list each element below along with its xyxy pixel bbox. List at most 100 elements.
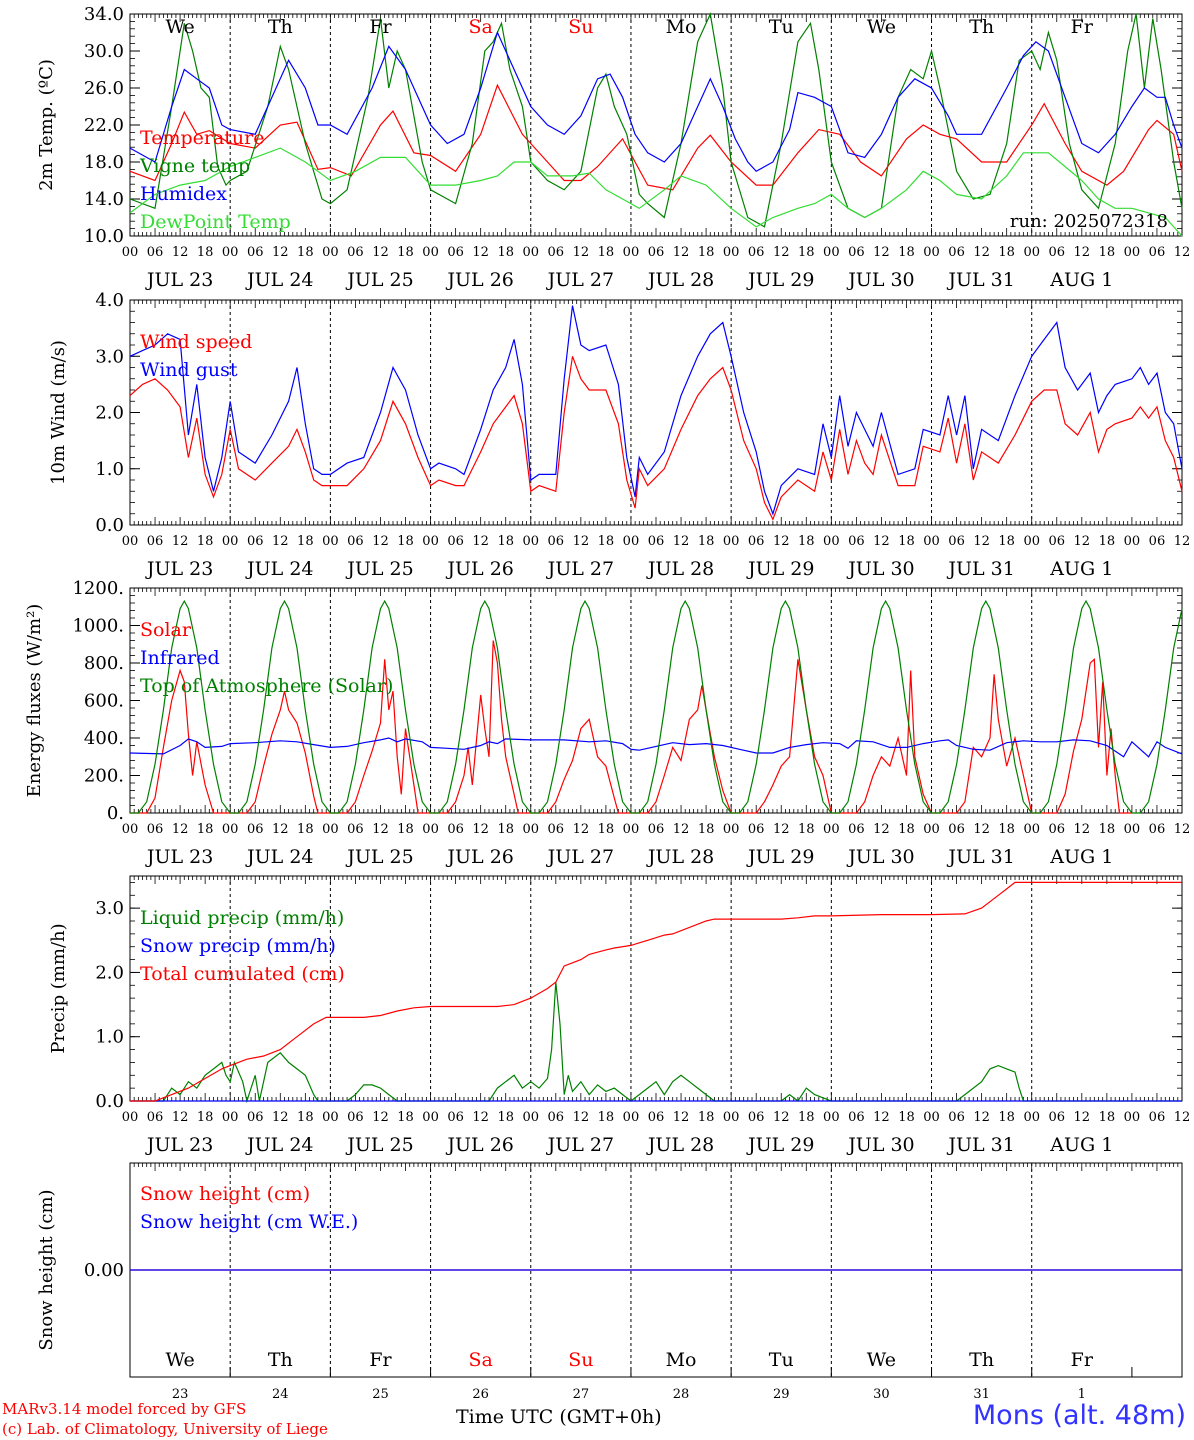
weekday-label: Th <box>969 16 994 38</box>
y-axis-label: Energy fluxes (W/m²) <box>24 604 45 798</box>
hour-tick-label: 18 <box>998 534 1015 549</box>
date-label: JUL 23 <box>145 558 213 580</box>
series-line <box>130 881 1182 1102</box>
legend-entry: Temperature <box>140 127 264 149</box>
hour-tick-label: 06 <box>648 1110 665 1125</box>
hour-tick-label: 06 <box>447 822 464 837</box>
weekday-label: We <box>165 16 194 38</box>
hour-tick-label: 00 <box>923 822 940 837</box>
legend-entry: Vigne temp <box>139 155 250 177</box>
hour-tick-label: 00 <box>723 1110 740 1125</box>
y-tick-label: 2.0 <box>95 403 124 424</box>
y-tick-label: 18.0 <box>84 152 124 173</box>
date-label: JUL 25 <box>345 1134 413 1156</box>
model-credit: MARv3.14 model forced by GFS <box>2 1400 247 1418</box>
y-tick-label: 0.0 <box>95 515 124 536</box>
hour-tick-label: 12 <box>372 245 389 260</box>
hour-tick-label: 00 <box>222 534 239 549</box>
hour-tick-label: 12 <box>873 534 890 549</box>
hour-tick-label: 06 <box>548 534 565 549</box>
hour-tick-label: 00 <box>1124 534 1141 549</box>
hour-tick-label: 12 <box>372 822 389 837</box>
hour-tick-label: 18 <box>598 534 615 549</box>
y-tick-label: 10.0 <box>84 226 124 247</box>
hour-tick-label: 12 <box>973 534 990 549</box>
hour-tick-label: 06 <box>347 534 364 549</box>
hour-tick-label: 06 <box>748 245 765 260</box>
hour-tick-label: 00 <box>623 534 640 549</box>
hour-tick-label: 06 <box>848 822 865 837</box>
hour-tick-label: 18 <box>898 822 915 837</box>
hour-tick-label: 06 <box>147 822 164 837</box>
legend-entry: Top of Atmosphere (Solar) <box>140 675 393 697</box>
weekday-label: Th <box>268 1349 293 1371</box>
day-number-label: 29 <box>773 1387 790 1402</box>
hour-tick-label: 12 <box>472 822 489 837</box>
station-name: Mons (alt. 48m) <box>972 1400 1186 1431</box>
day-number-label: 26 <box>472 1387 489 1402</box>
date-label: JUL 29 <box>746 1134 814 1156</box>
hour-tick-label: 06 <box>948 1110 965 1125</box>
hour-tick-label: 18 <box>497 245 514 260</box>
weekday-label: Sa <box>468 1349 492 1371</box>
hour-tick-label: 06 <box>247 245 264 260</box>
hour-tick-label: 00 <box>1023 822 1040 837</box>
date-label: JUL 26 <box>445 269 513 291</box>
hour-tick-label: 12 <box>673 822 690 837</box>
hour-tick-label: 18 <box>898 245 915 260</box>
hour-tick-label: 06 <box>147 1110 164 1125</box>
y-tick-label: 0.00 <box>84 1260 124 1281</box>
hour-tick-label: 18 <box>1099 1110 1116 1125</box>
hour-tick-label: 12 <box>773 245 790 260</box>
hour-tick-label: 12 <box>272 822 289 837</box>
hour-tick-label: 00 <box>823 1110 840 1125</box>
hour-tick-label: 06 <box>247 534 264 549</box>
hour-tick-label: 00 <box>122 534 139 549</box>
y-tick-label: 400. <box>84 728 124 749</box>
hour-tick-label: 00 <box>422 1110 439 1125</box>
hour-tick-label: 06 <box>648 245 665 260</box>
hour-tick-label: 12 <box>472 245 489 260</box>
hour-tick-label: 12 <box>1074 245 1091 260</box>
weekday-label: Mo <box>666 1349 697 1371</box>
hour-tick-label: 18 <box>297 534 314 549</box>
hour-tick-label: 06 <box>347 1110 364 1125</box>
hour-tick-label: 06 <box>1048 822 1065 837</box>
hour-tick-label: 00 <box>823 822 840 837</box>
hour-tick-label: 00 <box>122 822 139 837</box>
date-label: JUL 25 <box>345 269 413 291</box>
hour-tick-label: 12 <box>773 822 790 837</box>
day-number-label: 31 <box>973 1387 990 1402</box>
hour-tick-label: 06 <box>748 534 765 549</box>
hour-tick-label: 00 <box>322 822 339 837</box>
hour-tick-label: 18 <box>497 1110 514 1125</box>
weekday-label: Fr <box>369 1349 392 1371</box>
hour-tick-label: 18 <box>798 534 815 549</box>
legend-entry: Wind gust <box>140 359 238 381</box>
hour-tick-label: 12 <box>973 822 990 837</box>
day-number-label: 1 <box>1078 1387 1086 1402</box>
date-label: JUL 31 <box>946 269 1014 291</box>
weekday-label: Fr <box>1071 16 1094 38</box>
date-label: JUL 23 <box>145 846 213 868</box>
hour-tick-label: 00 <box>1023 245 1040 260</box>
hour-tick-label: 18 <box>998 245 1015 260</box>
weekday-label: Fr <box>369 16 392 38</box>
hour-tick-label: 00 <box>422 822 439 837</box>
day-number-label: 30 <box>873 1387 890 1402</box>
hour-tick-label: 18 <box>197 534 214 549</box>
series-line <box>130 640 1132 814</box>
date-label: JUL 26 <box>445 1134 513 1156</box>
date-label: AUG 1 <box>1049 846 1113 868</box>
date-label: JUL 27 <box>546 558 614 580</box>
hour-tick-label: 00 <box>522 822 539 837</box>
day-number-label: 28 <box>673 1387 690 1402</box>
hour-tick-label: 00 <box>322 1110 339 1125</box>
legend-entry: Infrared <box>140 647 220 669</box>
hour-tick-label: 00 <box>322 245 339 260</box>
y-tick-label: 1.0 <box>95 1027 124 1048</box>
hour-tick-label: 06 <box>447 534 464 549</box>
hour-tick-label: 18 <box>598 245 615 260</box>
date-label: JUL 31 <box>946 1134 1014 1156</box>
hour-tick-label: 12 <box>472 1110 489 1125</box>
